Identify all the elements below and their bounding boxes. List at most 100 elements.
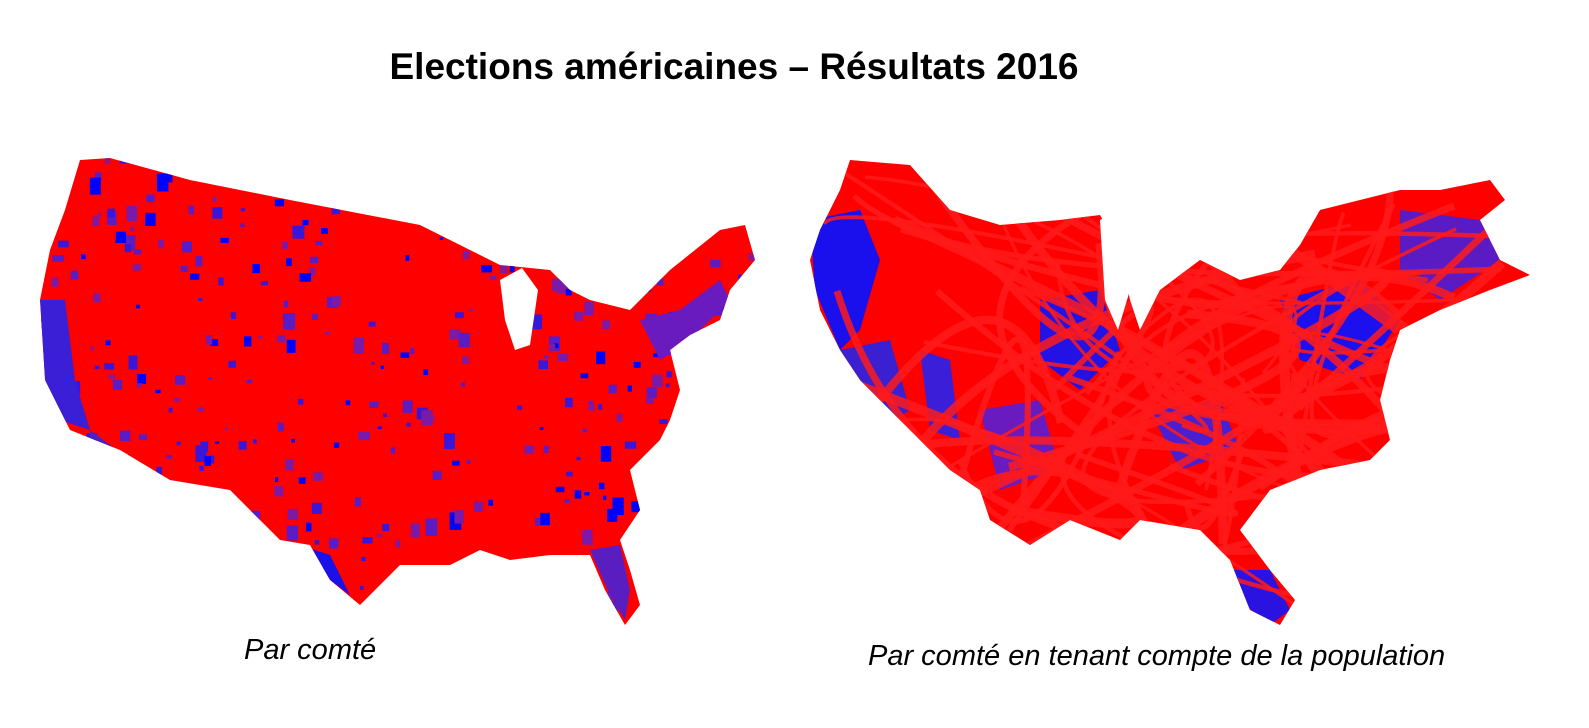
county-cell <box>400 166 407 172</box>
county-cell <box>107 211 117 225</box>
county-cell <box>51 277 59 287</box>
county-cell <box>205 528 210 533</box>
county-cell <box>161 544 168 552</box>
county-cell <box>161 550 171 558</box>
county-cell <box>277 334 286 343</box>
county-cell <box>631 501 641 513</box>
county-cell <box>199 465 204 471</box>
county-cell <box>285 459 294 471</box>
county-cell <box>588 605 597 615</box>
county-map <box>40 150 755 625</box>
county-cell <box>458 332 470 348</box>
county-cell <box>581 270 591 280</box>
county-cell <box>303 192 312 199</box>
county-cell <box>214 441 220 444</box>
county-cell <box>710 445 714 448</box>
county-cell <box>237 551 249 566</box>
county-cell <box>369 401 379 408</box>
county-cell <box>54 410 59 416</box>
county-cell <box>710 259 721 268</box>
county-cell <box>309 267 316 277</box>
county-cell <box>196 158 205 161</box>
county-cell <box>410 348 415 355</box>
county-cell <box>738 274 742 280</box>
county-cell <box>238 441 247 450</box>
county-cell <box>180 265 188 272</box>
county-cell <box>400 352 410 358</box>
county-cell <box>188 205 194 215</box>
county-cell <box>633 544 642 556</box>
county-boundary <box>1007 309 1301 472</box>
county-cell <box>205 335 213 345</box>
county-cell <box>646 387 657 398</box>
county-cell <box>208 377 213 380</box>
county-cell <box>691 452 703 462</box>
county-cell <box>632 188 636 191</box>
county-cell <box>465 567 471 573</box>
county-cell <box>240 208 245 212</box>
county-cell <box>299 273 312 282</box>
county-cell <box>52 164 64 174</box>
county-cell <box>149 150 158 156</box>
county-cell <box>406 607 413 611</box>
county-cell <box>617 202 624 206</box>
county-cell <box>653 353 660 358</box>
county-cell <box>688 406 701 421</box>
county-cell <box>331 204 340 215</box>
county-cell <box>556 201 566 215</box>
county-cell <box>527 204 537 216</box>
county-cell <box>390 447 396 454</box>
county-cell <box>361 556 366 562</box>
county-cell <box>564 499 570 503</box>
county-cell <box>321 228 328 234</box>
county-cell <box>742 482 752 492</box>
left-map-caption: Par comté <box>244 634 377 666</box>
county-cell <box>410 523 420 538</box>
county-cell <box>539 426 544 430</box>
county-cell <box>739 346 750 355</box>
county-cell <box>325 331 330 335</box>
county-cell <box>743 459 748 466</box>
county-cell <box>195 445 207 463</box>
county-cell <box>89 177 101 195</box>
county-cell <box>647 286 651 292</box>
county-cell <box>253 439 257 444</box>
county-cell <box>261 281 268 286</box>
county-cell <box>703 390 712 403</box>
county-boundary <box>1288 211 1346 516</box>
county-cell <box>195 540 200 544</box>
county-cell <box>382 524 390 532</box>
county-cell <box>694 393 698 398</box>
county-cell <box>377 426 382 430</box>
county-cell <box>275 477 279 482</box>
county-cell <box>402 400 413 413</box>
county-cell <box>488 499 493 506</box>
county-cell <box>90 346 94 351</box>
county-cell <box>134 607 139 613</box>
county-cell <box>614 176 624 184</box>
county-cell <box>509 265 515 273</box>
county-cell <box>421 410 433 426</box>
county-cell <box>666 371 672 378</box>
county-cell <box>423 567 429 573</box>
county-cell <box>168 407 173 413</box>
county-cell <box>63 510 71 517</box>
right-map-caption: Par comté en tenant compte de la populat… <box>868 640 1446 672</box>
county-cell <box>120 522 132 533</box>
county-cell <box>743 350 755 365</box>
county-cell <box>218 277 224 286</box>
county-cell <box>141 482 151 494</box>
county-cell <box>274 199 284 207</box>
county-cell <box>156 466 162 475</box>
county-cell <box>419 174 427 181</box>
county-cell <box>197 497 204 507</box>
county-cell <box>45 402 56 418</box>
county-cell <box>386 163 395 175</box>
county-cell <box>584 301 594 315</box>
county-cell <box>107 208 115 218</box>
county-cell <box>368 321 376 327</box>
county-cell <box>333 442 340 448</box>
county-cell <box>405 255 410 261</box>
county-cell <box>439 237 444 240</box>
county-cell <box>94 172 102 181</box>
